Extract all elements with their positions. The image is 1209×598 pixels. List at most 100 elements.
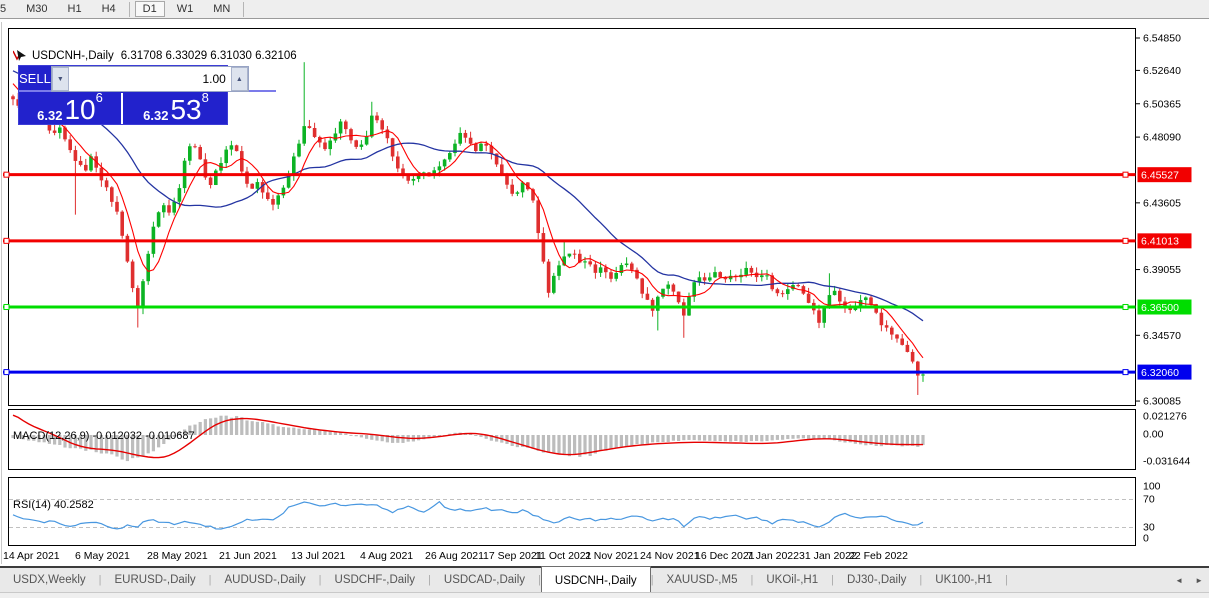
svg-text:11 Oct 2021: 11 Oct 2021 [535,550,592,562]
svg-text:6.41013: 6.41013 [1141,236,1179,248]
svg-text:7 Jan 2022: 7 Jan 2022 [747,550,799,562]
svg-text:31 Jan 2022: 31 Jan 2022 [799,550,857,562]
tab-separator: | [831,574,834,586]
tab-uk100-h1[interactable]: UK100-,H1 [935,574,993,586]
level-line-6.41013[interactable]: 6.41013 [3,233,1192,249]
tab-audusd-daily[interactable]: AUDUSD-,Daily [224,574,306,586]
tab-scroll-arrows: ◄ ► [1175,568,1203,592]
macd-label: MACD(12,26,9) -0.012032 -0.010687 [13,430,195,442]
svg-text:6.45527: 6.45527 [1141,169,1179,181]
svg-text:6.43605: 6.43605 [1143,197,1181,209]
svg-text:2 Nov 2021: 2 Nov 2021 [585,550,639,562]
toolbar-separator [128,1,130,17]
tab-separator: | [650,574,654,586]
tab-usdcad-daily[interactable]: USDCAD-,Daily [443,574,526,586]
buy-price-base: 6.32 [143,108,169,123]
level-price-badge [1137,364,1192,380]
price-axis[interactable]: 6.54850 6.52640 6.50365 6.48090 6.43605 6.390… [1136,33,1181,408]
svg-text:30: 30 [1143,522,1155,534]
svg-text:6.32060: 6.32060 [1141,367,1179,379]
tab-scroll-right-icon[interactable]: ► [1195,575,1203,585]
svg-text:0: 0 [1143,533,1149,545]
tab-scroll-left-icon[interactable]: ◄ [1175,575,1184,585]
tab-dj30-daily[interactable]: DJ30-,Daily [846,574,907,586]
svg-text:100: 100 [1143,481,1161,493]
level-price-badge [1137,167,1192,183]
svg-text:6 May 2021: 6 May 2021 [75,550,130,562]
tab-separator: | [538,574,541,586]
tab-usdcnh-daily[interactable]: USDCNH-,Daily [540,566,651,592]
buy-price-point: 8 [201,90,209,105]
sell-price-base: 6.32 [37,108,63,123]
tab-xauusd-m5[interactable]: XAUUSD-,M5 [666,574,738,586]
svg-text:6.36500: 6.36500 [1141,302,1179,314]
tab-separator: | [750,574,754,586]
volume-input[interactable] [68,67,231,91]
svg-text:0.00: 0.00 [1143,429,1164,441]
svg-text:6.30085: 6.30085 [1143,396,1181,408]
timeframe-m30[interactable]: M30 [26,3,48,15]
svg-text:14 Apr 2021: 14 Apr 2021 [3,550,60,562]
timeframe-w1[interactable]: W1 [176,3,194,15]
svg-text:28 May 2021: 28 May 2021 [147,550,208,562]
svg-text:-0.031644: -0.031644 [1143,456,1190,468]
chart-ohlc-values: 6.31708 6.33029 6.31030 6.32106 [120,50,297,62]
sell-price-point: 6 [95,90,103,105]
buy-price-display[interactable]: 6.32 53 8 [125,90,227,126]
rsi-label: RSI(14) 40.2582 [13,499,94,511]
timeframe-mn[interactable]: MN [213,3,231,15]
level-price-badge [1137,299,1192,315]
sell-price-pips: 10 [64,94,96,126]
tab-ukoil-h1[interactable]: UKOil-,H1 [766,574,819,586]
volume-decrease-button[interactable]: ▼ [51,67,69,91]
macd-values: -0.012032 -0.010687 [92,430,195,442]
tab-separator: | [428,574,431,586]
tab-separator: | [318,574,322,586]
time-axis[interactable]: 14 Apr 2021 6 May 2021 28 May 2021 21 Jun 2… [3,550,908,562]
tab-eurusd-daily[interactable]: EURUSD-,Daily [114,574,196,586]
svg-text:26 Aug 2021: 26 Aug 2021 [425,550,484,562]
svg-text:6.48090: 6.48090 [1143,132,1181,144]
chart-window[interactable]: 6.54850 6.52640 6.50365 6.48090 6.43605 6.390… [0,20,1209,566]
volume-increase-button[interactable]: ▲ [230,67,248,91]
timeframe-d1[interactable]: D1 [134,1,165,17]
timeframe-h1[interactable]: H1 [67,3,82,15]
svg-text:22 Feb 2022: 22 Feb 2022 [849,550,908,562]
svg-text:6.52640: 6.52640 [1143,65,1181,77]
sell-price-display[interactable]: 6.32 10 6 [19,90,123,126]
one-click-trading-panel: SELL ▼ ▲ BUY 6.32 10 6 6.32 53 8 [18,65,276,126]
level-price-badge [1137,233,1192,249]
tab-usdchf-daily[interactable]: USDCHF-,Daily [334,574,416,586]
chart-title: USDCNH-,Daily 6.31708 6.33029 6.31030 6.… [13,50,297,62]
level-line-6.45527[interactable]: 6.45527 [3,167,1192,183]
svg-text:70: 70 [1143,494,1155,506]
svg-text:6.34570: 6.34570 [1143,330,1181,342]
svg-text:21 Jun 2021: 21 Jun 2021 [219,550,277,562]
sell-button[interactable]: SELL [19,66,51,92]
buy-price-pips: 53 [170,94,202,126]
svg-text:6.50365: 6.50365 [1143,98,1181,110]
timeframe-5[interactable]: 5 [0,3,7,15]
symbol-cursor-icon [13,50,26,61]
tab-separator: | [98,574,102,586]
level-line-6.36500[interactable]: 6.36500 [3,299,1192,315]
svg-text:24 Nov 2021: 24 Nov 2021 [640,550,700,562]
tab-separator: | [1005,574,1009,586]
svg-text:13 Jul 2021: 13 Jul 2021 [291,550,345,562]
status-strip [0,592,1209,598]
tab-usdx-weekly[interactable]: USDX,Weekly [13,574,86,586]
timeframe-toolbar: 5 M30 H1 H4 D1 W1 MN [0,0,1209,19]
volume-stepper: ▼ ▲ [50,66,249,92]
chart-symbol-period: USDCNH-,Daily [32,50,114,62]
symbol-tabbar: USDX,Weekly | EURUSD-,Daily | AUDUSD-,Daily |… [0,566,1209,592]
buy-button[interactable]: BUY [248,66,276,92]
svg-text:6.39055: 6.39055 [1143,264,1181,276]
timeframe-h4[interactable]: H4 [101,3,116,15]
toolbar-separator [243,1,245,17]
level-line-6.32060[interactable]: 6.32060 [3,364,1192,380]
svg-text:4 Aug 2021: 4 Aug 2021 [360,550,413,562]
svg-text:16 Dec 2021: 16 Dec 2021 [695,550,755,562]
svg-text:6.54850: 6.54850 [1143,33,1181,45]
